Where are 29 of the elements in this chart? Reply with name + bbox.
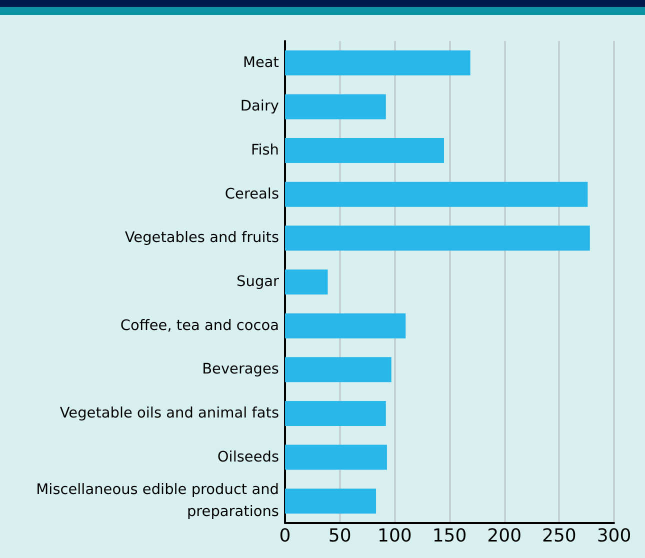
bar <box>285 182 588 207</box>
y-tick-label: Miscellaneous edible product and preparations <box>36 482 279 520</box>
y-tick-label: Cereals <box>224 186 279 202</box>
y-tick-label: Vegetable oils and animal fats <box>60 405 279 422</box>
y-tick-label: Meat <box>242 54 280 71</box>
y-tick-label: Sugar <box>236 274 280 290</box>
bar <box>285 226 590 251</box>
x-tick-label: 0 <box>279 526 291 546</box>
y-tick-label: Vegetables and fruits <box>124 230 279 246</box>
y-tick-label: Beverages <box>202 362 279 378</box>
y-tick-label: Dairy <box>240 98 280 115</box>
bar <box>285 50 470 76</box>
bar <box>285 138 444 164</box>
x-tick-label: 200 <box>487 526 522 546</box>
x-tick-label: 100 <box>377 526 412 546</box>
bar <box>285 94 386 120</box>
bar <box>285 270 328 294</box>
bar <box>285 400 386 426</box>
bar <box>285 444 387 470</box>
x-tick-label: 250 <box>542 526 576 546</box>
bar <box>285 357 392 382</box>
y-tick-label: Fish <box>250 142 279 159</box>
bar <box>285 313 406 338</box>
bar <box>285 488 376 514</box>
x-tick-label: 300 <box>596 526 632 546</box>
y-tick-label: Coffee, tea and cocoa <box>120 318 279 334</box>
y-tick-label: Oilseeds <box>217 449 279 466</box>
x-tick-label: 150 <box>432 526 467 546</box>
x-tick-label: 50 <box>328 526 352 546</box>
